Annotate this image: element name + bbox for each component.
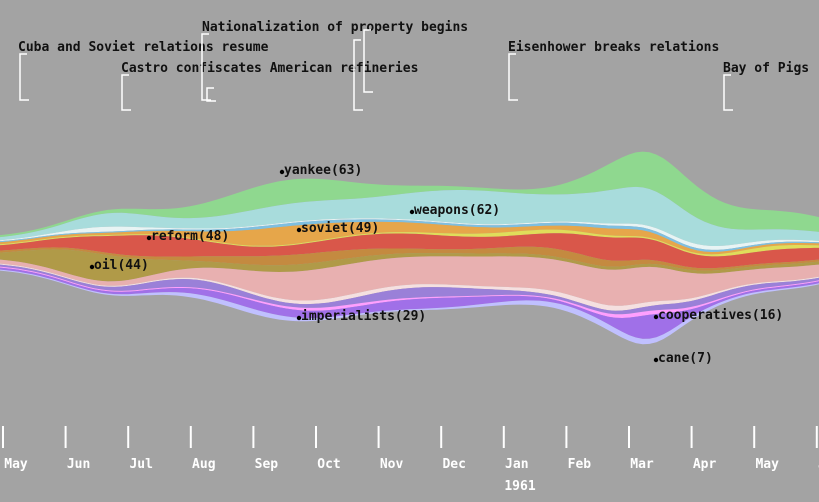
term-label-text: reform(48) xyxy=(151,229,229,244)
term-dot xyxy=(146,235,152,241)
term-label-text: imperialists(29) xyxy=(301,309,426,324)
stream-layer-5 xyxy=(0,229,819,257)
event-castro-confiscates-american-refineries: Castro confiscates American refineries xyxy=(121,61,418,111)
event-eisenhower-breaks-relations: Eisenhower breaks relations xyxy=(508,40,719,101)
event-bracket xyxy=(19,53,29,101)
month-label-1: Jun xyxy=(67,457,90,472)
month-label-2: Jul xyxy=(129,457,152,472)
month-label-3: Aug xyxy=(192,457,215,472)
year-label: 1961 xyxy=(504,479,535,494)
event-bay-of-pigs: Bay of Pigs xyxy=(723,61,809,111)
time-axis: MayJunJulAugSepOctNovDecJanFebMarAprMayJ… xyxy=(2,426,819,472)
term-soviet: soviet(49) xyxy=(296,221,379,236)
month-label-6: Nov xyxy=(380,457,404,472)
event-bracket xyxy=(121,74,131,111)
stream-layer-2 xyxy=(0,218,819,250)
term-cooperatives: cooperatives(16) xyxy=(653,308,783,323)
stream-layer-13 xyxy=(0,267,819,339)
month-label-12: May xyxy=(755,457,779,472)
event-label: Bay of Pigs xyxy=(723,61,809,76)
month-label-0: May xyxy=(4,457,28,472)
term-dot xyxy=(89,264,95,270)
term-label-text: yankee(63) xyxy=(284,163,362,178)
stream-layer-9 xyxy=(0,256,819,306)
stream-layer-3 xyxy=(0,219,819,252)
stream-layer-6 xyxy=(0,233,819,269)
month-label-11: Apr xyxy=(693,457,717,472)
term-label-text: cooperatives(16) xyxy=(658,308,783,323)
event-bracket-extra xyxy=(206,87,216,102)
event-label: Cuba and Soviet relations resume xyxy=(18,40,269,55)
month-label-5: Oct xyxy=(317,457,340,472)
term-labels: yankee(63) weapons(62) soviet(49) reform(48… xyxy=(89,163,783,366)
term-dot xyxy=(409,209,415,215)
term-yankee: yankee(63) xyxy=(279,163,362,178)
term-reform: reform(48) xyxy=(146,229,229,244)
month-label-4: Sep xyxy=(255,457,279,472)
event-bracket xyxy=(723,74,733,111)
term-imperialists: imperialists(29) xyxy=(296,309,426,324)
stream-layer-1 xyxy=(0,186,819,246)
event-annotations: Cuba and Soviet relations resume Castro c… xyxy=(18,20,809,111)
term-weapons: weapons(62) xyxy=(409,203,500,218)
event-label: Eisenhower breaks relations xyxy=(508,40,719,55)
term-oil: oil(44) xyxy=(89,258,149,273)
event-bracket-extra xyxy=(353,39,363,111)
term-cane: cane(7) xyxy=(653,351,713,366)
term-dot xyxy=(279,169,285,175)
term-dot xyxy=(653,357,659,363)
event-bracket xyxy=(508,53,518,101)
stream-layer-7 xyxy=(0,246,819,271)
event-label: Nationalization of property begins xyxy=(202,20,468,35)
term-dot xyxy=(296,227,302,233)
stream-layer-8 xyxy=(0,249,819,282)
stream-layer-4 xyxy=(0,221,819,255)
term-label-text: weapons(62) xyxy=(414,203,500,218)
term-label-text: soviet(49) xyxy=(301,221,379,236)
term-dot xyxy=(296,315,302,321)
term-label-text: cane(7) xyxy=(658,351,713,366)
event-cuba-and-soviet-relations-resume: Cuba and Soviet relations resume xyxy=(18,40,269,101)
month-label-7: Dec xyxy=(442,457,465,472)
term-label-text: oil(44) xyxy=(94,258,149,273)
stream-layer-10 xyxy=(0,263,819,311)
stream-layer-0 xyxy=(0,151,819,238)
month-label-9: Feb xyxy=(568,457,592,472)
term-dot xyxy=(653,314,659,320)
event-bracket-extra xyxy=(363,29,373,93)
month-label-8: Jan xyxy=(505,457,528,472)
event-nationalization-of-property-begins: Nationalization of property begins xyxy=(201,20,468,101)
stream-layer-11 xyxy=(0,264,819,315)
stream-layers xyxy=(0,151,819,345)
month-label-10: Mar xyxy=(630,457,654,472)
event-label: Castro confiscates American refineries xyxy=(121,61,418,76)
